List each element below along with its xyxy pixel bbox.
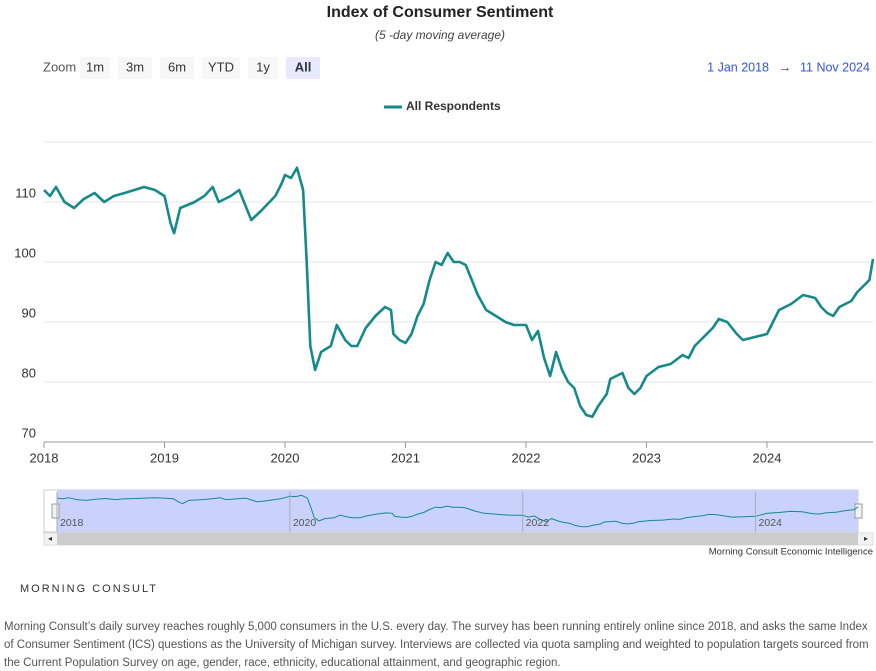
range-to[interactable]: 11 Nov 2024 [800,60,870,74]
navigator-label: 2024 [759,517,783,529]
navigator-mask[interactable] [57,490,858,532]
y-tick-label: 110 [15,185,36,200]
chart: Index of Consumer Sentiment (5 -day movi… [14,4,875,558]
zoom-button[interactable] [80,57,110,79]
x-tick-label: 2024 [753,450,782,465]
credit: Morning Consult Economic Intelligence [709,547,873,558]
scrollbar-thumb[interactable] [57,533,858,545]
y-tick-label: 100 [14,245,36,260]
chart-subtitle: (5 -day moving average) [375,28,505,42]
scroll-left[interactable]: ◂ [48,534,52,543]
y-tick-label: 70 [22,425,36,440]
y-tick-label: 90 [22,305,36,320]
footnote: Morning Consult’s daily survey reaches r… [4,621,869,669]
zoom-button-label[interactable]: 1m [86,59,104,74]
zoom-button[interactable] [202,57,240,79]
zoom-button-label[interactable]: 1y [256,59,270,74]
navigator-label: 2018 [60,517,84,529]
x-tick-label: 2022 [512,450,541,465]
navigator-label: 2020 [293,517,317,529]
zoom-button-label[interactable]: All [295,59,312,74]
zoom-button-label[interactable]: 3m [126,59,144,74]
y-tick-label: 80 [22,365,36,380]
zoom-button[interactable] [286,57,320,79]
x-tick-label: 2023 [632,450,661,465]
zoom-label: Zoom [43,59,76,74]
chart-title: Index of Consumer Sentiment [327,4,554,21]
x-tick-label: 2019 [150,450,179,465]
line-series [43,166,875,419]
scroll-right[interactable]: ▸ [864,534,868,543]
zoom-buttons: 1m 3m 6m YTD 1y All [80,57,320,79]
zoom-button[interactable] [118,57,152,79]
range-arrow: → [779,60,792,74]
navigator-series [56,494,859,528]
legend-label: All Respondents [406,99,501,113]
navigator-label: 2022 [526,517,550,529]
navigator-handle[interactable] [854,503,863,519]
x-tick-label: 2021 [391,450,420,465]
x-tick-label: 2020 [271,450,300,465]
zoom-button-label[interactable]: 6m [168,59,186,74]
zoom-button-label[interactable]: YTD [208,59,234,74]
zoom-button[interactable] [160,57,194,79]
brand: MORNING CONSULT [20,583,158,595]
range-from[interactable]: 1 Jan 2018 [707,60,769,74]
navigator-handle[interactable] [51,503,60,519]
x-tick-label: 2018 [30,450,59,465]
zoom-button[interactable] [248,57,278,79]
